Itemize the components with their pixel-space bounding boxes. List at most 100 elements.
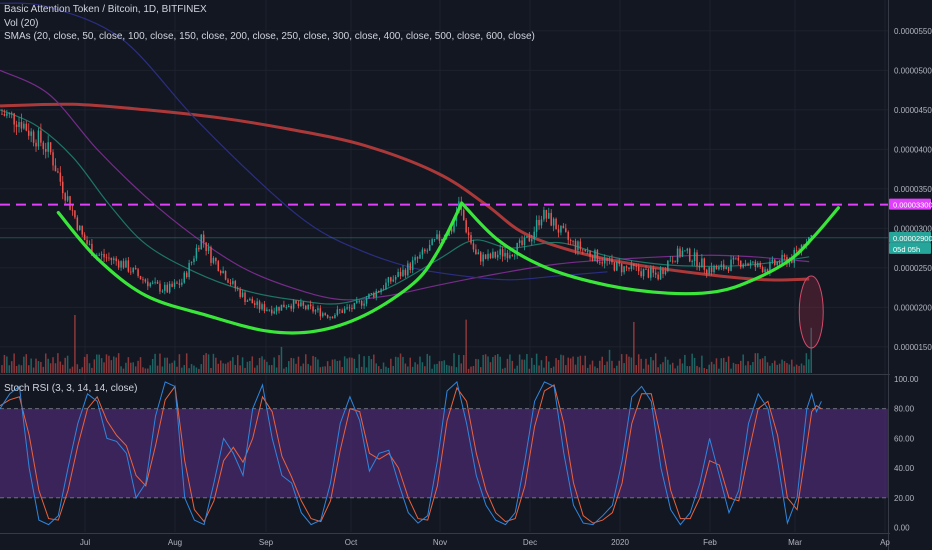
candle-body [176, 282, 178, 284]
candle-body [100, 254, 103, 255]
volume-bar [781, 359, 783, 373]
candle-body [312, 306, 314, 312]
volume-bar [120, 366, 122, 373]
price-tag [889, 231, 931, 243]
volume-bar [761, 358, 764, 373]
candle-body [523, 237, 526, 245]
candle-body [703, 258, 706, 270]
candle-body [387, 277, 390, 283]
candle-body [511, 255, 514, 257]
volume-bar [331, 359, 334, 373]
volume-bar [79, 368, 81, 373]
volume-bar [100, 358, 103, 373]
volume-bar [346, 358, 348, 373]
candle-body [484, 254, 487, 259]
candle-body [616, 261, 618, 271]
candle-body [509, 255, 511, 259]
candle-body [577, 241, 579, 251]
stoch-rsi-label: Stoch RSI (3, 3, 14, 14, close) [4, 383, 138, 394]
candle-body [569, 239, 572, 241]
volume-bar [543, 367, 545, 373]
volume-bar [6, 356, 8, 373]
volume-bar [484, 354, 487, 373]
volume-bar [652, 360, 655, 373]
candle-body [475, 249, 477, 255]
candle-body [679, 248, 681, 257]
candle-body [528, 236, 531, 242]
candle-body [288, 305, 290, 308]
candle-body [241, 292, 244, 297]
candle-body [263, 304, 266, 312]
candle-body [492, 251, 494, 258]
volume-bar [339, 360, 341, 373]
volume-bar [156, 365, 159, 373]
candle-body [91, 243, 93, 256]
volume-bar [356, 368, 358, 373]
volume-bar [441, 361, 443, 373]
candle-body [54, 165, 57, 172]
sma-line [0, 109, 810, 305]
candle-body [402, 269, 404, 277]
volume-bar [409, 357, 412, 373]
volume-bar [725, 361, 727, 373]
candle-body [42, 142, 45, 149]
candle-body [227, 279, 229, 283]
candle-body [761, 267, 764, 273]
volume-bar [246, 361, 249, 373]
volume-bar [215, 357, 217, 373]
volume-bar [727, 356, 730, 373]
x-tick-label: Mar [788, 538, 802, 547]
volume-bar [278, 355, 280, 373]
volume-bar [239, 365, 241, 373]
volume-bar [730, 368, 732, 373]
sma-line [0, 102, 810, 282]
candle-body [725, 267, 727, 269]
candle-body [339, 309, 341, 311]
volume-bar [620, 354, 623, 373]
candle-body [681, 250, 684, 257]
candle-body [292, 300, 295, 309]
candle-body [283, 304, 285, 308]
candle-body [657, 274, 659, 280]
volume-bar [552, 366, 555, 373]
candle-body [385, 282, 387, 290]
volume-bar [168, 363, 171, 373]
volume-bar [586, 367, 589, 373]
volume-bar [414, 362, 416, 373]
candle-body [499, 249, 501, 255]
volume-bar [453, 353, 455, 373]
rsi-tick-label: 20.00 [894, 494, 915, 503]
volume-bar [253, 367, 256, 373]
volume-bar [494, 355, 497, 373]
candle-body [718, 266, 720, 270]
volume-bars [1, 315, 812, 373]
volume-bar [25, 354, 28, 373]
candle-body [409, 263, 412, 270]
candle-body [640, 271, 642, 277]
volume-bar [290, 357, 292, 373]
volume-bar [482, 354, 484, 373]
volume-bar [122, 368, 125, 373]
candle-body [117, 261, 120, 268]
candle-body [611, 258, 613, 263]
candle-body [69, 196, 71, 210]
candle-body [591, 256, 594, 261]
volume-bar [645, 358, 647, 373]
volume-bar [251, 356, 254, 373]
volume-bar [18, 364, 20, 373]
candle-body [732, 257, 735, 260]
candle-body [71, 209, 74, 211]
candle-body [351, 307, 353, 310]
volume-bar [616, 365, 618, 373]
candle-body [589, 251, 591, 257]
volume-bar [329, 366, 331, 373]
candle-body [531, 239, 533, 242]
volume-bar [803, 365, 805, 373]
candle-body [399, 271, 402, 277]
volume-bar [757, 353, 759, 373]
volume-bar [322, 366, 324, 373]
candle-body [436, 234, 438, 240]
candle-body [307, 304, 309, 310]
